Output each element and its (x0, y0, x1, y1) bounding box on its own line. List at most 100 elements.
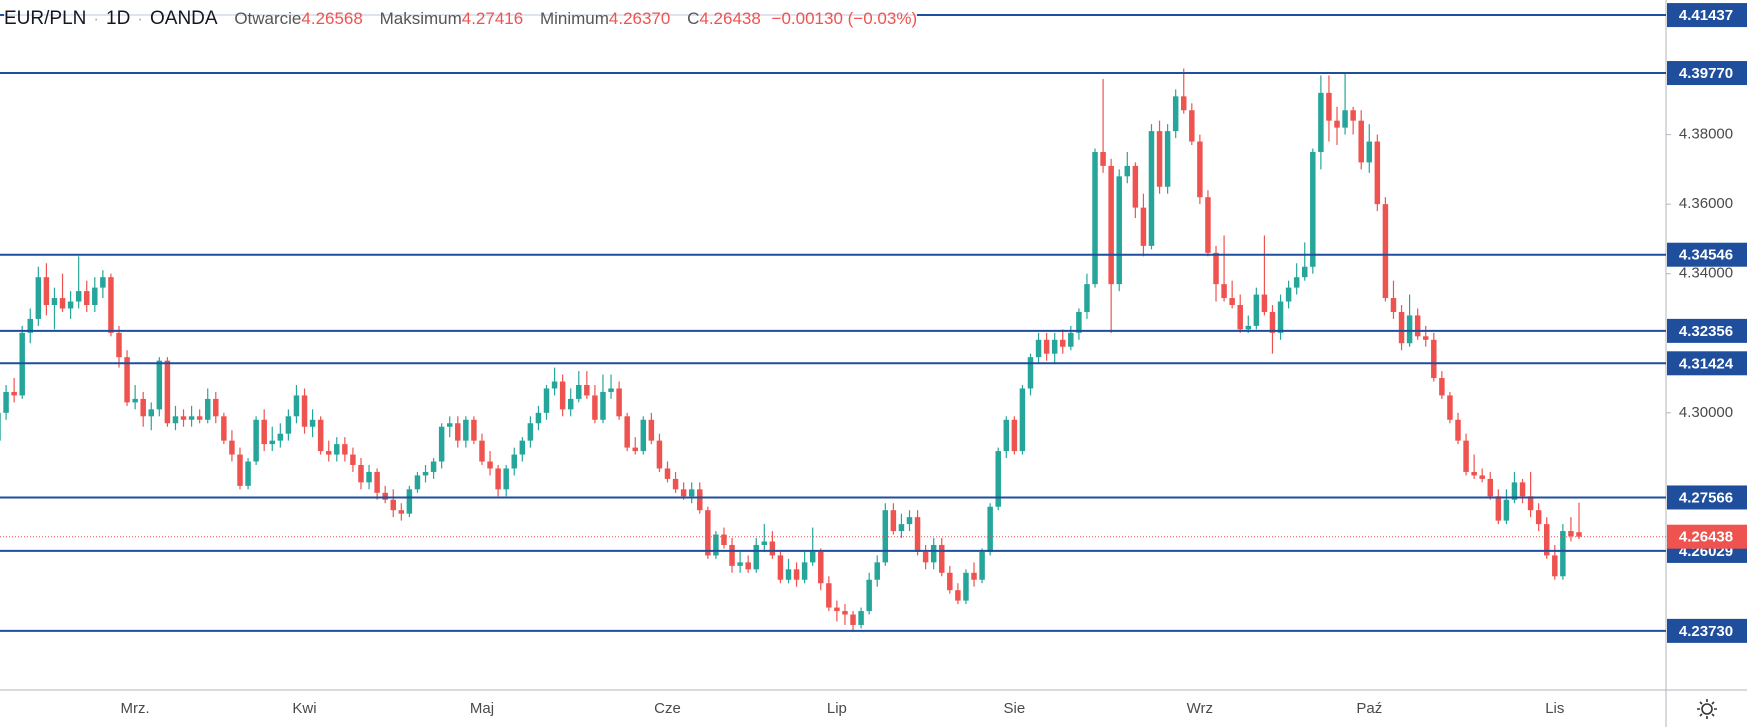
separator: · (137, 9, 143, 28)
candle-body (11, 391, 17, 396)
candle-body (1124, 165, 1131, 177)
candle-body (92, 287, 98, 306)
candle-body (1535, 510, 1542, 525)
candle-body (656, 440, 663, 469)
candle-body (576, 384, 582, 399)
candle-body (1019, 388, 1026, 452)
candle-body (1342, 110, 1348, 128)
interval[interactable]: 1D (106, 8, 131, 29)
candle-body (253, 419, 259, 462)
candle-body (3, 391, 9, 413)
candle-body (1479, 475, 1485, 479)
candle-body (1221, 284, 1227, 299)
candle-body (1326, 92, 1332, 121)
candle-body (1108, 165, 1114, 285)
candle-body (922, 551, 929, 563)
candle-body (1406, 315, 1413, 344)
candle-body (930, 544, 937, 563)
level-label-box (1667, 618, 1747, 643)
candle-body (914, 517, 921, 552)
candle-body (1503, 499, 1510, 521)
candle-body (172, 416, 179, 424)
candle-body (83, 291, 90, 306)
candle-body (27, 318, 34, 333)
candle-body (1511, 482, 1518, 500)
candle-body (406, 489, 413, 514)
candle-body (1398, 311, 1405, 344)
candle-body (1350, 110, 1356, 121)
last-price-label: 4.26438 (1679, 529, 1733, 546)
candle-body (132, 398, 138, 403)
candle-body (1318, 92, 1324, 152)
candle-body (1253, 294, 1260, 326)
candle-body (229, 440, 235, 455)
candle-body (1068, 332, 1074, 347)
candle-body (1027, 357, 1034, 389)
x-tick-label: Paź (1356, 700, 1382, 717)
legend-header: EUR/PLN · 1D · OANDA Otwarcie4.26568 Maksimu… (4, 8, 918, 30)
exchange: OANDA (150, 8, 218, 29)
candle-body (1269, 311, 1276, 333)
level-label: 4.31424 (1679, 355, 1734, 372)
candle-body (463, 419, 469, 441)
candle-body (1051, 339, 1058, 354)
candle-body (196, 416, 203, 420)
candle-body (1495, 496, 1502, 521)
settings-icon[interactable] (1697, 699, 1717, 719)
candle-body (785, 569, 792, 580)
candle-body (430, 461, 437, 472)
candle-body (995, 451, 1001, 507)
candle-body (1422, 336, 1429, 340)
candle-body (1390, 298, 1397, 312)
open-label: Otwarcie (234, 9, 302, 28)
candle-body (584, 384, 590, 396)
candle-body (874, 562, 880, 580)
level-label-box (1667, 485, 1747, 510)
candle-body (116, 332, 122, 358)
candle-body (826, 583, 832, 608)
candle-body (1576, 532, 1582, 537)
candle-body (43, 277, 50, 306)
y-tick-label: 4.34000 (1679, 265, 1733, 282)
candle-body (366, 471, 372, 483)
candle-body (140, 398, 146, 417)
level-label: 4.32356 (1679, 323, 1733, 340)
candle-body (818, 551, 824, 584)
candle-body (688, 489, 695, 497)
low-label: Minimum (539, 9, 609, 28)
candle-body (1568, 531, 1574, 537)
candle-body (317, 419, 324, 452)
candle-body (422, 471, 429, 476)
plot-area (0, 68, 1582, 632)
candle-body (1197, 141, 1203, 198)
candle-body (293, 395, 300, 417)
candle-body (543, 388, 550, 413)
candle-body (1035, 339, 1042, 358)
high-label: Maksimum (379, 9, 462, 28)
candle-body (1414, 315, 1421, 337)
candle-body (334, 444, 340, 455)
candle-body (672, 478, 679, 490)
candle-body (1092, 151, 1098, 285)
candle-body (1076, 311, 1082, 333)
candle-body (834, 607, 840, 612)
candle-body (285, 416, 292, 434)
x-tick-label: Lis (1545, 700, 1564, 717)
candle-body (801, 562, 808, 580)
change-value: −0.00130 (−0.03%) (771, 9, 918, 28)
candle-body (713, 534, 719, 556)
candle-body (1237, 305, 1243, 330)
y-tick-label: 4.36000 (1679, 195, 1733, 212)
candle-body (1543, 524, 1550, 556)
candle-body (358, 464, 364, 483)
candle-body (640, 419, 647, 452)
candle-body (753, 544, 759, 570)
candle-body (1519, 482, 1526, 497)
candle-body (721, 534, 727, 545)
symbol[interactable]: EUR/PLN (4, 8, 87, 29)
x-tick-label: Kwi (292, 700, 316, 717)
level-label-box (1667, 3, 1747, 28)
candle-body (858, 611, 864, 625)
high-value: 4.27416 (461, 9, 524, 28)
